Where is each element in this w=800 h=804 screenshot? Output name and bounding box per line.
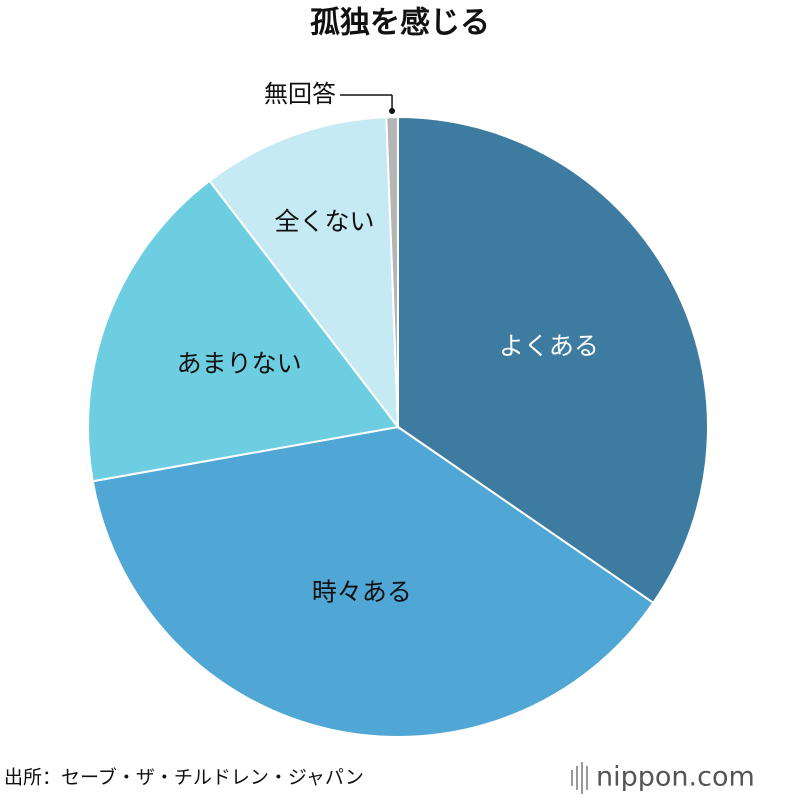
pie-slice [87,179,400,483]
chart-title: 孤独を感じる [310,6,490,41]
pie-slice [208,116,400,431]
pie-slice [397,115,709,605]
source: 出所：セーブ・ザ・チルドレン・ジャパン [4,766,364,789]
slice-label: あまりない [177,349,302,378]
slice-label: よくある [499,332,599,361]
pie-slice [91,425,655,738]
logo: nippon.com [596,762,755,793]
slice-label: 無回答 [264,80,336,108]
slice-label: 全くない [274,207,374,236]
leader-dot [389,108,396,115]
pie-slice [385,115,399,428]
slice-label: 時々ある [312,578,412,607]
logo-mark [571,762,588,794]
